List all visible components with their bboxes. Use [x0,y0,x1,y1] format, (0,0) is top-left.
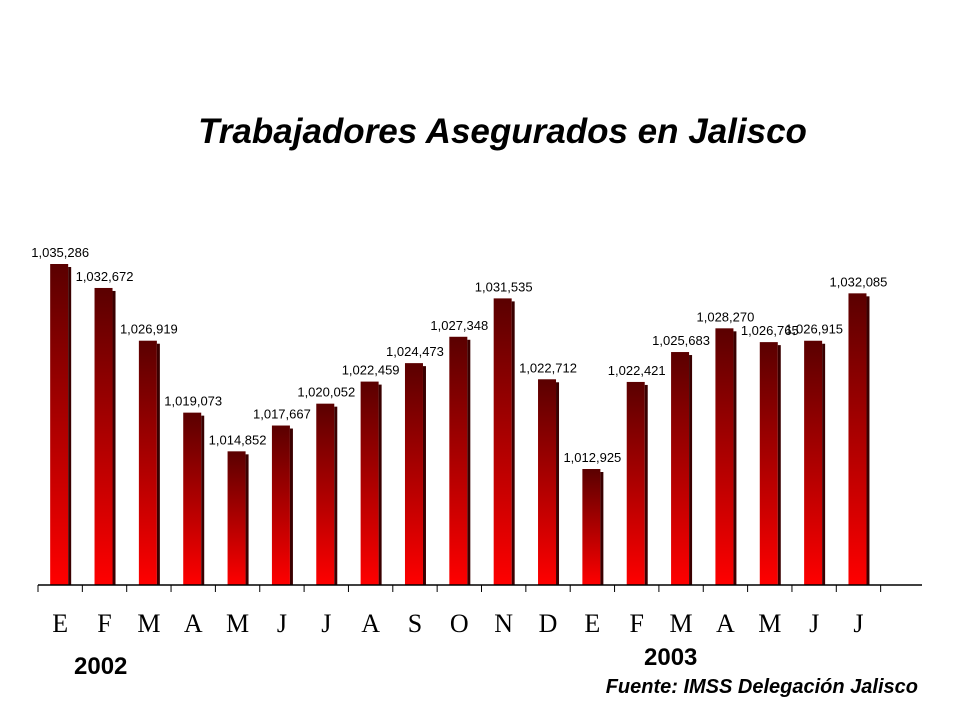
bar [759,342,778,585]
data-label: 1,022,459 [342,363,400,378]
data-label: 1,031,535 [475,279,533,294]
bar [404,363,423,585]
source-note: Fuente: IMSS Delegación Jalisco [605,676,918,698]
bar-side [378,384,382,585]
category-label: A [184,609,203,638]
bar [316,403,335,585]
bar-side [733,331,737,585]
category-label: J [321,609,331,638]
data-label: 1,024,473 [386,344,444,359]
data-label: 1,022,421 [608,363,666,378]
bar-side [156,343,160,585]
bar [360,381,379,585]
category-label: D [539,609,558,638]
data-label: 1,032,672 [76,269,134,284]
bar [848,293,867,585]
bar-side [422,366,426,585]
data-label: 1,025,683 [652,333,710,348]
data-label: 1,020,052 [297,385,355,400]
data-label: 1,014,852 [209,432,267,447]
bar-side [289,428,293,585]
category-label: J [853,609,863,638]
chart-title: Trabajadores Asegurados en Jalisco [198,112,807,151]
data-label: 1,019,073 [164,394,222,409]
category-label: N [494,609,513,638]
data-label: 1,027,348 [430,318,488,333]
bar-side [112,290,116,585]
data-label: 1,032,085 [830,274,888,289]
bar-side [511,301,515,585]
data-label: 1,026,915 [785,322,843,337]
category-label: J [277,609,287,638]
bar [227,451,246,585]
bar [271,425,290,585]
category-label: S [408,609,422,638]
category-label: M [758,609,781,638]
bar [449,336,468,585]
bar [94,287,113,585]
category-label: A [716,609,735,638]
bar-side [467,339,471,585]
year-label-2003: 2003 [644,644,698,671]
data-label: 1,035,286 [31,245,89,260]
category-label: M [670,609,693,638]
bar-side [822,343,826,585]
bar-side [777,345,781,585]
bar-side [644,384,648,585]
data-label: 1,028,270 [697,309,755,324]
category-label: F [629,609,643,638]
bar [582,469,601,585]
data-label: 1,026,919 [120,322,178,337]
bar [671,352,690,585]
bar [538,379,557,585]
bar [138,340,157,585]
bar [804,340,823,585]
category-label: A [361,609,380,638]
bar [50,264,69,585]
category-label: M [226,609,249,638]
data-label: 1,022,712 [519,360,577,375]
bar-side [245,454,249,585]
category-label: E [584,609,600,638]
category-label: M [137,609,160,638]
bar-side [334,406,338,585]
bar-side [689,355,693,585]
bar [183,412,202,585]
data-label: 1,017,667 [253,407,311,422]
category-label: E [52,609,68,638]
data-label: 1,012,925 [563,450,621,465]
bar [626,381,645,585]
data-label: 1,026,765 [741,323,799,338]
bar-side [600,472,604,585]
bar-side [68,267,72,585]
category-label: O [450,609,469,638]
bar [493,298,512,585]
category-label: F [97,609,111,638]
bar-side [556,382,560,585]
bar-side [201,415,205,585]
year-label-2002: 2002 [74,653,128,680]
bar [715,328,734,585]
category-label: J [809,609,819,638]
bar-side [866,296,870,585]
